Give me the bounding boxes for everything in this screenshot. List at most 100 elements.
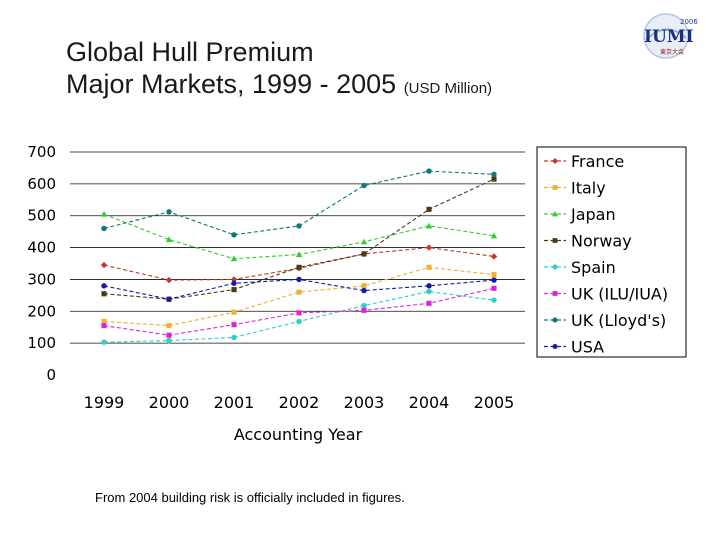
legend-item: Norway [544, 232, 632, 251]
data-point [101, 291, 107, 297]
data-point [100, 261, 108, 269]
data-point [360, 238, 368, 245]
x-tick-label: 1999 [84, 393, 125, 412]
data-point [361, 307, 367, 313]
chart-legend: France Italy Japan Norway Spain UK (ILU/IUA) U… [536, 146, 687, 358]
legend-label: UK (ILU/IUA) [571, 285, 668, 304]
series-norway [101, 176, 497, 302]
data-point [101, 339, 107, 345]
data-point [231, 309, 237, 315]
y-tick-label: 300 [27, 270, 56, 288]
data-point [426, 283, 432, 289]
x-tick-label: 2004 [409, 393, 450, 412]
x-tick-label: 2001 [214, 393, 255, 412]
data-point [296, 318, 302, 325]
title-line-1: Global Hull Premium [66, 37, 314, 67]
x-tick-label: 2003 [344, 393, 385, 412]
data-point [166, 209, 172, 215]
data-point [231, 287, 237, 293]
data-point [426, 288, 432, 295]
series-spain [101, 288, 497, 345]
data-point [425, 222, 433, 229]
legend-label: UK (Lloyd's) [571, 311, 666, 330]
legend-swatch-marker [552, 211, 558, 217]
data-point [165, 276, 173, 284]
data-point [231, 280, 237, 286]
data-point [491, 272, 497, 278]
data-point [296, 264, 302, 270]
legend-item: UK (Lloyd's) [544, 311, 666, 330]
iumi-logo: 2006 IUMI 東京大会 [643, 13, 698, 59]
data-point [361, 302, 367, 309]
legend-swatch-marker [552, 158, 558, 164]
data-point [166, 323, 172, 329]
data-point [231, 322, 237, 328]
y-tick-label: 400 [27, 239, 56, 257]
data-point [101, 283, 107, 289]
data-point [295, 251, 303, 258]
logo-main: IUMI [644, 27, 694, 47]
data-point [491, 297, 497, 303]
data-point [426, 168, 432, 174]
title-line-2-text: Major Markets, 1999 - 2005 [66, 69, 397, 99]
y-tick-label: 100 [27, 334, 56, 352]
chart-series [100, 168, 498, 345]
slide-title: Global Hull Premium Major Markets, 1999 … [66, 36, 492, 105]
data-point [165, 236, 173, 243]
legend-swatch-marker [552, 317, 558, 323]
x-tick-label: 2000 [149, 393, 190, 412]
legend-swatch-marker [552, 343, 558, 350]
data-point [426, 300, 432, 306]
series-japan [100, 210, 498, 262]
data-point [100, 210, 108, 217]
legend-swatch-marker [552, 185, 558, 190]
y-axis-ticks: 0 100 200 300 400 500 600 700 [27, 143, 56, 384]
title-unit: (USD Million) [403, 80, 493, 97]
legend-item: France [544, 152, 624, 171]
data-point [166, 332, 172, 338]
data-point [296, 310, 302, 316]
legend-label: France [571, 152, 624, 171]
legend-item: UK (ILU/IUA) [544, 285, 668, 304]
footnote: From 2004 building risk is officially in… [95, 490, 405, 505]
series-uk-lloyd-s [101, 168, 497, 238]
data-point [426, 264, 432, 270]
series-line [103, 266, 495, 327]
legend-swatch-marker [552, 264, 558, 270]
data-point [490, 253, 498, 260]
data-point [230, 255, 238, 262]
data-point [166, 337, 172, 344]
y-tick-label: 0 [46, 366, 56, 384]
y-tick-label: 700 [27, 143, 56, 161]
data-point [491, 176, 497, 182]
data-point [425, 244, 433, 251]
legend-item: USA [544, 338, 604, 357]
x-axis-ticks: 1999 2000 2001 2002 2003 2004 2005 [84, 393, 515, 412]
legend-label: Japan [570, 205, 616, 224]
data-point [491, 171, 497, 178]
x-axis-title: Accounting Year [234, 425, 363, 444]
y-tick-label: 600 [27, 175, 56, 193]
data-point [101, 323, 107, 329]
data-point [491, 277, 497, 283]
y-tick-label: 200 [27, 302, 56, 320]
series-line [103, 278, 495, 300]
y-tick-label: 500 [27, 207, 56, 225]
x-tick-label: 2002 [279, 393, 320, 412]
data-point [491, 285, 497, 291]
data-point [361, 251, 367, 257]
legend-item: Japan [544, 205, 616, 224]
x-tick-label: 2005 [474, 393, 515, 412]
series-uk-ilu-iua [101, 285, 497, 338]
data-point [230, 276, 238, 283]
data-point [101, 225, 107, 232]
data-point [166, 296, 172, 302]
legend-swatch-marker [552, 238, 558, 243]
data-point [490, 232, 498, 239]
logo-year: 2006 [680, 18, 698, 26]
legend-item: Italy [544, 179, 606, 198]
legend-label: Norway [571, 232, 632, 251]
series-italy [101, 264, 497, 329]
legend-box [536, 146, 687, 358]
